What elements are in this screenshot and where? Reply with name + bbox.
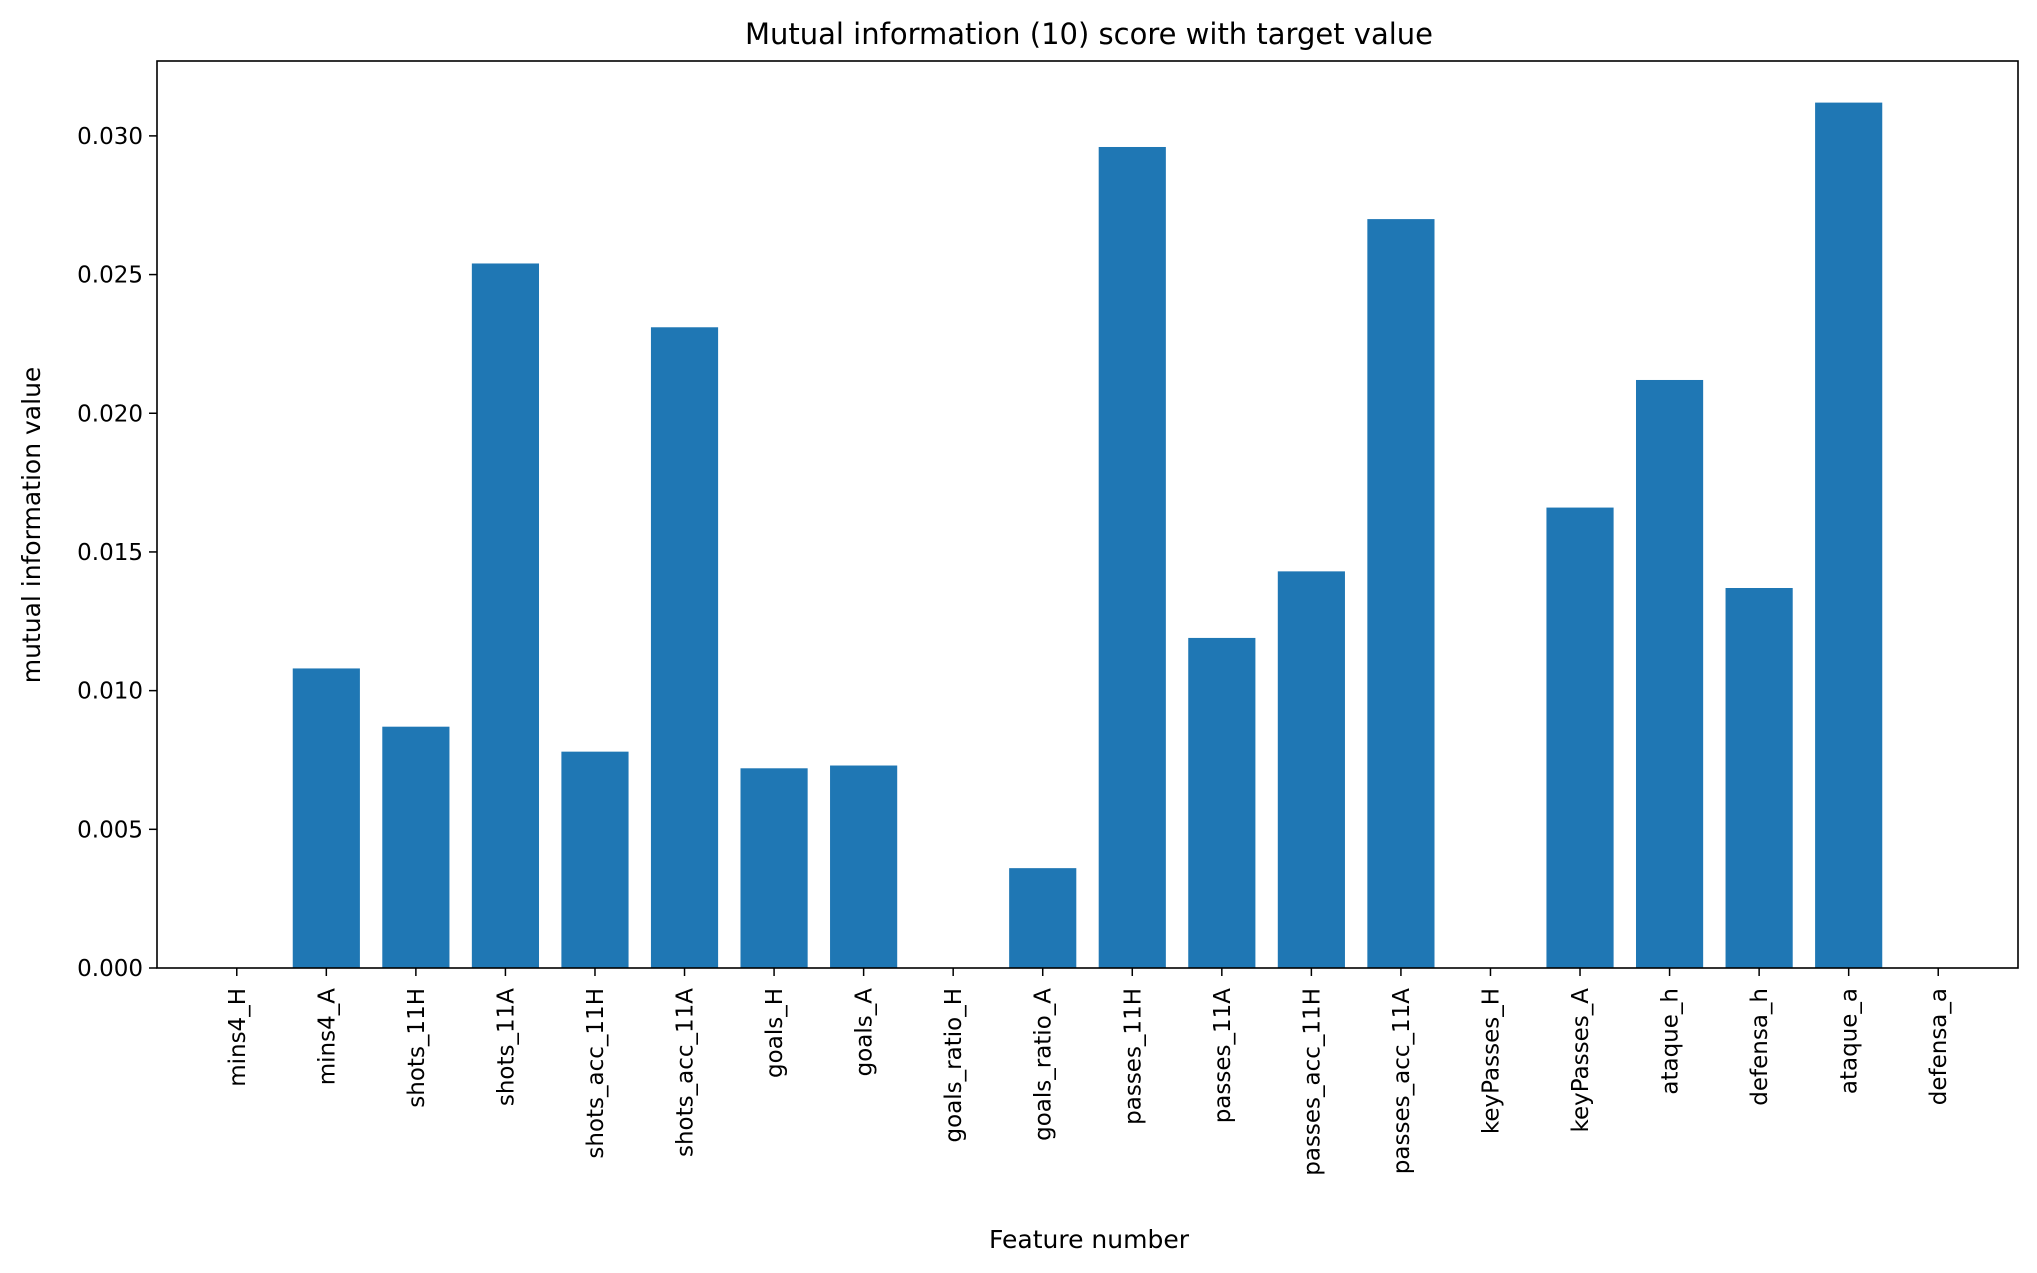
bar-mins4_A: [292, 668, 360, 968]
x-tick-label: shots_acc_11H: [583, 988, 609, 1159]
bar-ataque_h: [1635, 379, 1704, 968]
x-tick-label: goals_ratio_H: [941, 988, 967, 1142]
y-ticks-group: 0.000 0.005 0.010 0.015 0.020 0.025 0.030: [77, 124, 157, 982]
x-tick-label: defensa_a: [1926, 988, 1952, 1105]
bar-goals_ratio_A: [1009, 868, 1077, 968]
x-axis-label: Feature number: [989, 1225, 1190, 1254]
bar-goals_A: [830, 765, 898, 968]
bar-goals_H: [740, 768, 808, 968]
x-tick-label: mins4_H: [225, 988, 251, 1087]
x-tick-label: goals_H: [762, 988, 788, 1078]
bar-passes_11H: [1098, 146, 1166, 968]
x-tick-label: passes_acc_11A: [1389, 988, 1415, 1174]
y-tick-label: 0.000: [77, 956, 143, 982]
x-tick-label: keyPasses_A: [1568, 988, 1594, 1133]
y-tick-label: 0.025: [77, 263, 143, 289]
bar-ataque_a: [1815, 102, 1883, 968]
x-tick-label: mins4_A: [314, 988, 340, 1085]
bar-shots_acc_11A: [650, 327, 719, 968]
bar-passes_acc_11H: [1277, 571, 1345, 968]
bars-group: [292, 102, 1883, 969]
x-tick-label: keyPasses_H: [1478, 988, 1504, 1134]
x-tick-label: passes_11H: [1120, 988, 1146, 1125]
bar-passes_acc_11A: [1367, 219, 1435, 968]
y-tick-label: 0.015: [77, 540, 143, 566]
x-tick-label: ataque_a: [1837, 988, 1863, 1094]
x-ticks-group: mins4_H mins4_A shots_11H shots_11A shots_ac…: [225, 968, 1952, 1176]
bar-keyPasses_A: [1546, 507, 1614, 968]
x-tick-label: shots_acc_11A: [673, 988, 699, 1157]
x-tick-label: shots_11A: [493, 988, 519, 1106]
x-tick-label: passes_11A: [1210, 988, 1236, 1124]
x-tick-label: defensa_h: [1747, 988, 1773, 1106]
x-tick-label: goals_A: [852, 988, 878, 1077]
x-tick-label: shots_11H: [404, 988, 430, 1108]
bar-shots_11H: [382, 726, 450, 968]
bar-defensa_h: [1725, 588, 1793, 968]
x-tick-label: ataque_h: [1658, 988, 1684, 1095]
bar-shots_11A: [471, 263, 540, 969]
y-tick-label: 0.020: [77, 401, 143, 427]
chart-title: Mutual information (10) score with targe…: [745, 17, 1433, 51]
bar-passes_11A: [1188, 637, 1256, 968]
y-tick-label: 0.010: [77, 679, 143, 705]
x-tick-label: goals_ratio_A: [1031, 988, 1057, 1141]
y-tick-label: 0.030: [77, 124, 143, 150]
y-tick-label: 0.005: [77, 817, 143, 843]
plot-frame: [156, 60, 2019, 969]
bar-shots_acc_11H: [561, 751, 629, 968]
y-axis-label: mutual information value: [17, 367, 46, 684]
x-tick-label: passes_acc_11H: [1299, 988, 1325, 1176]
